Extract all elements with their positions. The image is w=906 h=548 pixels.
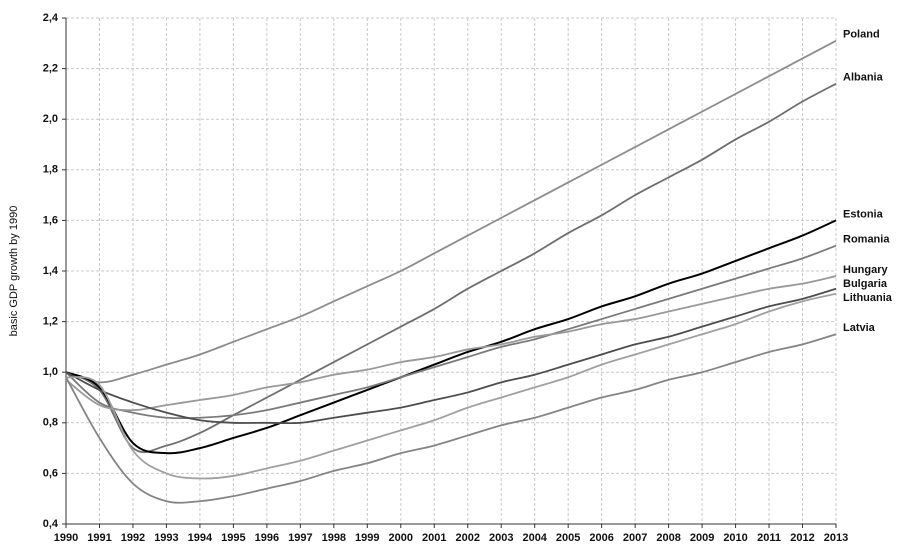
y-tick-label: 0,8 xyxy=(43,417,58,429)
series-label: Poland xyxy=(843,29,880,41)
y-tick-label: 1,8 xyxy=(43,164,58,176)
x-tick-label: 2011 xyxy=(757,532,781,544)
x-tick-label: 2009 xyxy=(690,532,714,544)
x-tick-label: 1994 xyxy=(188,532,213,544)
y-tick-label: 1,6 xyxy=(43,214,58,226)
x-tick-label: 2003 xyxy=(489,532,513,544)
series-label: Albania xyxy=(843,72,884,84)
x-tick-label: 1999 xyxy=(355,532,379,544)
line xyxy=(65,287,837,425)
x-tick-label: 1995 xyxy=(221,532,245,544)
y-tick-label: 1,4 xyxy=(43,265,59,277)
series-label: Hungary xyxy=(843,264,889,276)
x-tick-label: 1997 xyxy=(288,532,312,544)
y-tick-label: 2,0 xyxy=(43,113,58,125)
x-tick-label: 2012 xyxy=(790,532,814,544)
x-tick-label: 1990 xyxy=(54,532,78,544)
line xyxy=(65,39,837,384)
line xyxy=(65,333,837,504)
y-tick-label: 1,2 xyxy=(43,316,58,328)
series-label: Bulgaria xyxy=(843,278,888,290)
y-tick-label: 2,4 xyxy=(43,12,59,24)
series-label: Latvia xyxy=(843,322,876,334)
y-tick-label: 1,0 xyxy=(43,366,58,378)
series-label: Estonia xyxy=(843,208,884,220)
line xyxy=(65,292,837,480)
y-tick-label: 0,4 xyxy=(43,518,59,530)
y-tick-label: 0,6 xyxy=(43,467,58,479)
y-tick-label: 2,2 xyxy=(43,63,58,75)
x-tick-label: 2005 xyxy=(556,532,580,544)
series-label: Romania xyxy=(843,234,890,246)
x-tick-label: 2007 xyxy=(623,532,647,544)
x-tick-label: 2010 xyxy=(723,532,747,544)
x-tick-label: 2001 xyxy=(422,532,446,544)
x-tick-label: 1993 xyxy=(154,532,178,544)
x-tick-label: 2002 xyxy=(455,532,479,544)
x-tick-label: 1992 xyxy=(121,532,145,544)
y-axis-label: basic GDP growth by 1990 xyxy=(8,206,20,337)
x-tick-label: 2000 xyxy=(389,532,413,544)
series-label: Lithuania xyxy=(843,292,893,304)
x-tick-label: 1998 xyxy=(322,532,346,544)
x-tick-label: 2004 xyxy=(522,532,547,544)
x-tick-label: 2008 xyxy=(656,532,680,544)
x-tick-label: 2006 xyxy=(589,532,613,544)
line xyxy=(65,275,837,412)
line xyxy=(65,244,837,420)
x-tick-label: 1991 xyxy=(87,532,111,544)
x-tick-label: 1996 xyxy=(255,532,279,544)
x-tick-label: 2013 xyxy=(824,532,848,544)
line xyxy=(65,82,837,453)
line xyxy=(65,219,837,455)
